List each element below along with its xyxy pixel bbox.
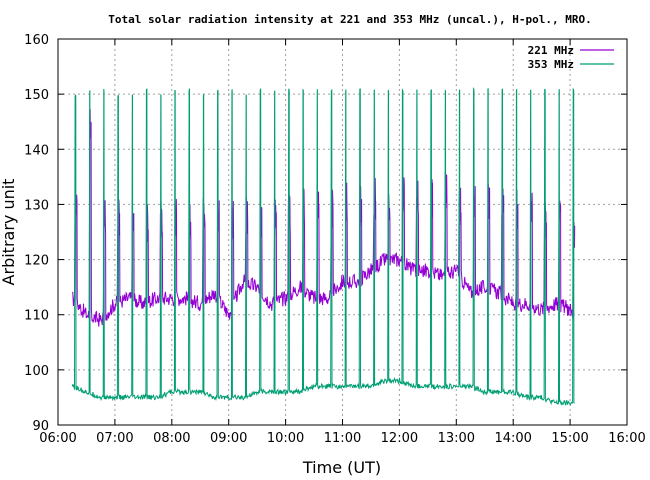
series-line-221-mhz — [72, 109, 576, 327]
x-tick-label: 11:00 — [324, 431, 361, 446]
y-tick-label: 110 — [24, 309, 49, 324]
x-tick-label: 06:00 — [39, 431, 76, 446]
y-tick-label: 90 — [32, 419, 49, 434]
series-line-353-mhz — [71, 87, 575, 407]
x-axis-label: Time (UT) — [302, 458, 381, 477]
chart-title: Total solar radiation intensity at 221 a… — [108, 13, 591, 26]
x-tick-label: 15:00 — [551, 431, 588, 446]
grid — [58, 39, 627, 425]
x-tick-label: 07:00 — [96, 431, 133, 446]
y-tick-label: 120 — [24, 254, 49, 269]
y-tick-label: 130 — [24, 198, 49, 213]
legend-label-221: 221 MHz — [528, 44, 574, 57]
x-tick-label: 12:00 — [381, 431, 418, 446]
series-layer — [71, 87, 576, 407]
tick-labels: 06:00 07:00 08:00 09:00 10:00 11:00 12:00 13:00… — [24, 33, 646, 446]
plot-frame — [57, 38, 628, 426]
x-tick-label: 08:00 — [153, 431, 190, 446]
legend: 221 MHz 353 MHz — [528, 44, 614, 71]
y-tick-label: 160 — [24, 33, 49, 48]
legend-label-353: 353 MHz — [528, 58, 574, 71]
x-tick-label: 14:00 — [494, 431, 531, 446]
y-tick-label: 140 — [24, 143, 49, 158]
y-tick-label: 100 — [24, 364, 49, 379]
y-tick-label: 150 — [24, 88, 49, 103]
x-tick-label: 13:00 — [438, 431, 475, 446]
x-tick-label: 16:00 — [608, 431, 645, 446]
x-tick-label: 09:00 — [210, 431, 247, 446]
x-tick-label: 10:00 — [267, 431, 304, 446]
y-axis-label: Arbitrary unit — [0, 179, 18, 286]
